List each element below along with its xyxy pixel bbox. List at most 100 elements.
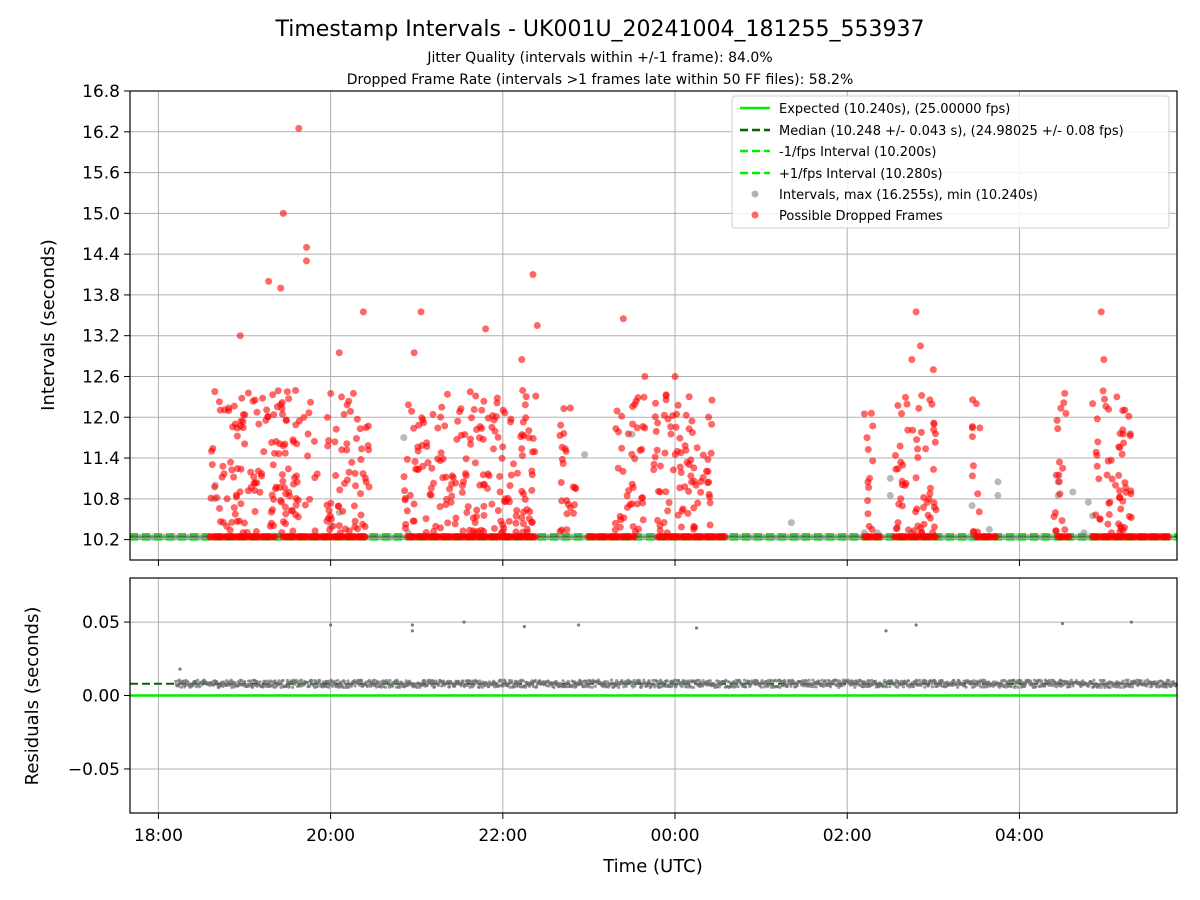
dropped-frame-point bbox=[464, 503, 472, 511]
dropped-frame-point bbox=[283, 388, 291, 396]
dropped-frame-point bbox=[656, 527, 664, 535]
dropped-frame-point bbox=[410, 424, 418, 432]
residual-point bbox=[646, 683, 650, 687]
dropped-frame-point bbox=[690, 504, 698, 512]
dropped-frame-point bbox=[519, 520, 527, 528]
dropped-frame-point bbox=[228, 466, 236, 474]
dropped-frame-point bbox=[292, 387, 300, 395]
dropped-frame-point bbox=[864, 497, 872, 505]
dropped-frame-point bbox=[270, 495, 278, 503]
residual-point bbox=[327, 685, 331, 689]
dropped-frame-point bbox=[458, 482, 466, 490]
dropped-frame-point bbox=[526, 508, 534, 516]
dropped-frame-point bbox=[968, 423, 976, 431]
residual-point bbox=[462, 620, 466, 624]
dropped-frame-point bbox=[1065, 533, 1073, 541]
dropped-frame-point bbox=[667, 430, 675, 438]
dropped-frame-point bbox=[694, 499, 702, 507]
residual-point bbox=[1000, 681, 1004, 686]
dropped-frame-point bbox=[411, 458, 419, 466]
dropped-frame-point bbox=[1119, 406, 1127, 414]
dropped-frame-point bbox=[1051, 509, 1059, 517]
legend-swatch-intervals bbox=[751, 190, 759, 198]
dropped-frame-point bbox=[466, 435, 474, 443]
dropped-frame-point bbox=[904, 526, 912, 534]
dropped-frame-point bbox=[267, 508, 275, 516]
dropped-frame-point bbox=[1120, 439, 1128, 447]
interval-point bbox=[1074, 533, 1082, 541]
dropped-frame-point bbox=[720, 533, 729, 541]
residual-point bbox=[447, 684, 452, 689]
dropped-frame-point bbox=[1116, 528, 1124, 536]
residual-point bbox=[728, 680, 732, 684]
interval-point bbox=[945, 533, 953, 541]
residual-point bbox=[842, 683, 846, 687]
dropped-frame-point bbox=[522, 393, 530, 401]
residual-point bbox=[603, 680, 607, 684]
residual-point bbox=[347, 685, 351, 689]
dropped-frame-point bbox=[699, 451, 707, 459]
residual-point bbox=[516, 681, 521, 686]
dropped-frame-point bbox=[488, 500, 496, 508]
dropped-frame-point bbox=[513, 469, 521, 477]
residual-point bbox=[1019, 679, 1023, 683]
dropped-frame-point bbox=[1116, 487, 1124, 495]
dropped-frame-point bbox=[1062, 409, 1070, 417]
dropped-frame-point bbox=[335, 522, 343, 530]
dropped-frame-point bbox=[518, 452, 526, 460]
dropped-frame-point bbox=[359, 308, 367, 316]
residual-point bbox=[358, 683, 362, 687]
dropped-frame-point bbox=[403, 455, 411, 463]
dropped-frame-point bbox=[518, 514, 526, 522]
dropped-frame-point bbox=[677, 449, 685, 457]
residual-point bbox=[955, 681, 959, 685]
residual-point bbox=[1081, 679, 1085, 683]
dropped-frame-point bbox=[350, 502, 358, 510]
dropped-frame-point bbox=[480, 502, 488, 510]
residual-point bbox=[305, 680, 309, 685]
residual-point bbox=[1040, 679, 1044, 683]
residual-point bbox=[914, 623, 918, 627]
dropped-frame-point bbox=[253, 479, 261, 487]
residual-point bbox=[609, 678, 614, 682]
residual-point bbox=[624, 684, 628, 688]
residual-point bbox=[979, 685, 983, 689]
dropped-frame-point bbox=[365, 446, 373, 454]
dropped-frame-point bbox=[865, 522, 873, 530]
dropped-frame-point bbox=[521, 495, 529, 503]
interval-point bbox=[170, 533, 178, 541]
dropped-frame-point bbox=[519, 386, 527, 394]
dropped-frame-point bbox=[457, 431, 465, 439]
residual-point bbox=[420, 683, 424, 687]
dropped-frame-point bbox=[480, 511, 488, 519]
dropped-frame-point bbox=[912, 308, 920, 316]
interval-point bbox=[165, 533, 173, 541]
dropped-frame-point bbox=[499, 406, 507, 414]
dropped-frame-point bbox=[533, 322, 541, 329]
residual-point bbox=[1087, 684, 1091, 688]
legend-label-minus-fps: -1/fps Interval (10.200s) bbox=[779, 145, 936, 160]
dropped-frame-point bbox=[1059, 464, 1067, 472]
residual-point bbox=[888, 685, 892, 689]
residual-point bbox=[713, 683, 718, 687]
dropped-frame-point bbox=[507, 415, 515, 423]
y-tick-label: 13.8 bbox=[82, 286, 120, 306]
dropped-frame-point bbox=[225, 404, 233, 412]
dropped-frame-point bbox=[226, 526, 234, 534]
dropped-frame-point bbox=[480, 480, 488, 488]
dropped-frame-point bbox=[281, 503, 289, 511]
dropped-frame-point bbox=[706, 499, 714, 507]
dropped-frame-point bbox=[305, 409, 313, 417]
interval-point bbox=[382, 533, 390, 541]
residual-point bbox=[561, 679, 565, 683]
interval-point bbox=[371, 533, 379, 541]
dropped-frame-point bbox=[1055, 458, 1063, 466]
dropped-frame-point bbox=[468, 414, 476, 422]
residual-point bbox=[499, 678, 503, 682]
residual-point bbox=[742, 678, 747, 682]
residual-point bbox=[228, 683, 233, 687]
dropped-frame-point bbox=[243, 528, 251, 536]
y-tick-label: 16.8 bbox=[82, 82, 120, 102]
dropped-frame-point bbox=[253, 408, 261, 416]
dropped-frame-point bbox=[338, 446, 346, 454]
